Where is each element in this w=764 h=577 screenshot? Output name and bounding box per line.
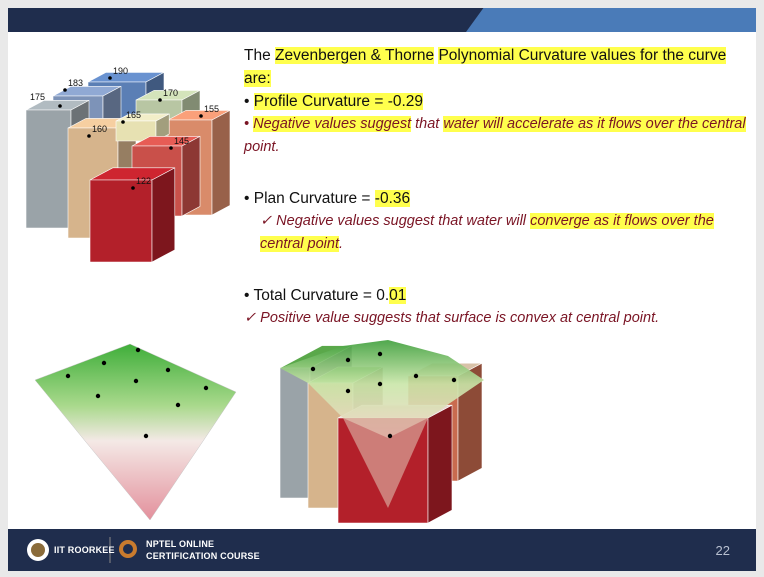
elevation-label: 190 (113, 66, 128, 76)
text-segment: water will accelerate (443, 116, 574, 132)
draped-block-diagram (280, 340, 484, 523)
point (108, 76, 112, 80)
point (121, 120, 125, 124)
point (158, 98, 162, 102)
block-side (212, 110, 230, 215)
point (346, 358, 350, 362)
text-segment: ✓ Negative values suggest that water wil… (260, 213, 530, 229)
elevation-label: 175 (30, 92, 45, 102)
point (169, 146, 173, 150)
block-front (90, 180, 152, 262)
block-side (182, 136, 200, 216)
point (311, 367, 315, 371)
elevation-label: 155 (204, 104, 219, 114)
point (131, 186, 135, 190)
elevation-label: 160 (92, 124, 107, 134)
page: 175 183 190 170 155 160 165 145 122 The Zevenber… (0, 0, 764, 577)
curvature-surface (35, 344, 236, 520)
block-front (280, 368, 310, 498)
institute: IIT ROORKEE (54, 545, 115, 555)
text-segment: Zevenbergen & Thorne (275, 47, 434, 64)
point (63, 88, 67, 92)
text-segment: • Total Curvature = 0. (244, 287, 389, 304)
note: ✓ Positive value suggests that surface i… (244, 307, 756, 330)
point (414, 374, 418, 378)
text-segment: . (339, 236, 343, 252)
bullet: • Plan Curvature = -0.36 (244, 187, 756, 210)
text-segment: as it flows over the central (574, 116, 746, 132)
bullet: • Profile Curvature = -0.29 (244, 90, 756, 113)
bullet: • Total Curvature = 0.01 (244, 284, 756, 307)
slide: 175 183 190 170 155 160 165 145 122 The Zevenber… (8, 8, 756, 571)
point (87, 134, 91, 138)
text-segment: • (244, 116, 253, 132)
text-segment: ✓ Positive value suggests that surface i… (244, 310, 659, 326)
note: ✓ Negative values suggest that water wil… (244, 210, 756, 256)
point (58, 104, 62, 108)
point (199, 114, 203, 118)
elevation-label: 183 (68, 78, 83, 88)
text-segment: that (411, 116, 443, 132)
elevation-label: 145 (174, 136, 189, 146)
footer: IIT ROORKEE NPTEL ONLINE CERTIFICATION C… (8, 529, 756, 571)
point (452, 378, 456, 382)
text-segment: Profile Curvature = -0.29 (254, 93, 423, 110)
elevation-label: 122 (136, 176, 151, 186)
text-segment: point. (244, 139, 279, 155)
slide-text: The Zevenbergen & Thorne Polynomial Curv… (244, 44, 756, 330)
page-number: 22 (716, 543, 730, 558)
block-diagram: 175 183 190 170 155 160 165 145 122 (26, 66, 230, 262)
heading: The Zevenbergen & Thorne Polynomial Curv… (244, 44, 756, 90)
block-front (26, 110, 71, 228)
note: • Negative values suggest that water wil… (244, 113, 756, 159)
point (388, 434, 392, 438)
course: NPTEL ONLINE (146, 539, 214, 549)
block-side (152, 168, 175, 262)
elevation-label: 165 (126, 110, 141, 120)
text-segment: The (244, 47, 275, 64)
text-segment: 01 (389, 287, 406, 304)
point (346, 389, 350, 393)
elevation-label: 170 (163, 88, 178, 98)
block-side (428, 405, 452, 523)
text-segment: • (244, 93, 254, 110)
text-segment: Negative values suggest (253, 116, 411, 132)
course: CERTIFICATION COURSE (146, 551, 260, 561)
point (378, 352, 382, 356)
text-segment: • Plan Curvature = (244, 190, 375, 207)
text-segment: -0.36 (375, 190, 410, 207)
point (378, 382, 382, 386)
